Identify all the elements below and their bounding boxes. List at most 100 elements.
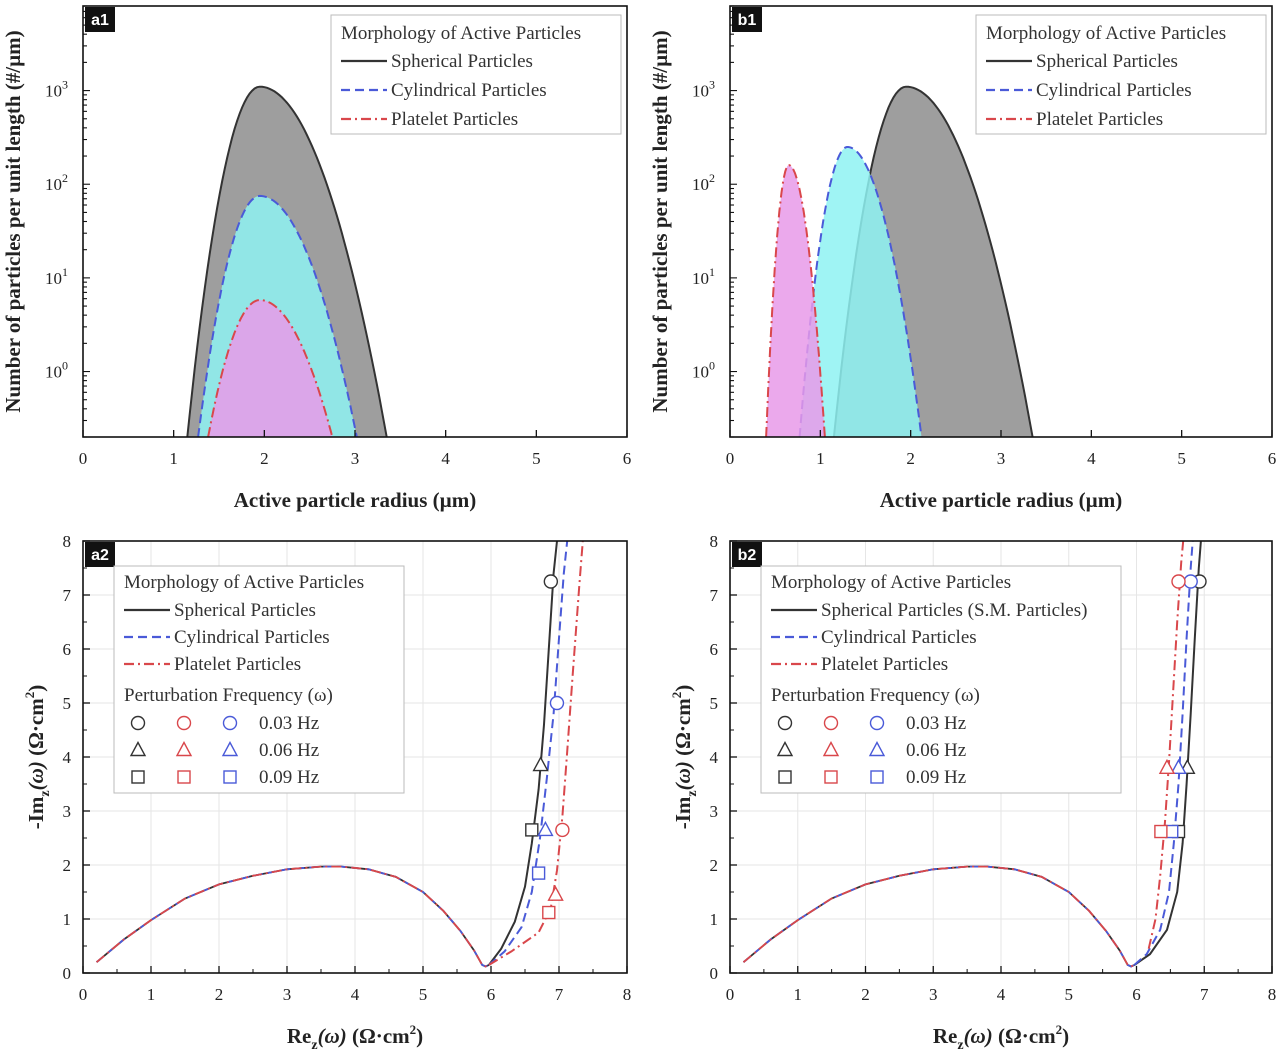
legend-label-spherical: Spherical Particles <box>174 600 316 621</box>
series-area-platelet <box>766 165 825 437</box>
legend-marker-cylindrical-triangle <box>868 741 886 757</box>
x-axis-label: Active particle radius (µm) <box>234 488 476 512</box>
legend-label-cylindrical: Cylindrical Particles <box>391 80 547 101</box>
x-tick-label: 4 <box>997 985 1006 1004</box>
legend-marker-cylindrical-square <box>870 770 884 784</box>
x-tick-label: 1 <box>147 985 156 1004</box>
point-spherical-triangle <box>532 756 549 772</box>
y-tick-label: 100 <box>45 359 68 382</box>
y-tick-label: 101 <box>692 265 715 288</box>
legend-marker-spherical-square <box>778 770 792 784</box>
point-cylindrical-triangle <box>1170 758 1187 774</box>
legend: Morphology of Active Particles Spherical … <box>760 565 1122 794</box>
y-tick-label: 3 <box>710 802 719 821</box>
y-tick-label: 5 <box>63 694 72 713</box>
panel-badge <box>732 7 762 32</box>
x-tick-label: 5 <box>532 449 541 468</box>
legend-marker-platelet-triangle <box>822 741 840 757</box>
y-tick-label: 5 <box>710 694 719 713</box>
plot-area <box>742 541 1207 968</box>
series-line-cylindrical <box>798 146 923 438</box>
legend-label-platelet: Platelet Particles <box>1036 109 1163 130</box>
x-tick-label: 3 <box>351 449 360 468</box>
series-area-cylindrical <box>799 147 922 437</box>
point-spherical-square <box>525 823 539 837</box>
legend-box <box>330 14 622 135</box>
y-tick-label: 2 <box>63 856 72 875</box>
x-tick-label: 4 <box>351 985 360 1004</box>
series-line-platelet <box>207 299 334 438</box>
x-tick-label: 5 <box>419 985 428 1004</box>
y-axis-label: Number of particles per unit length (#/µ… <box>1 30 25 412</box>
x-tick-label: 6 <box>1268 449 1277 468</box>
legend: Morphology of Active Particles Spherical … <box>975 14 1267 135</box>
x-tick-label: 3 <box>929 985 938 1004</box>
x-tick-label: 7 <box>1200 985 1209 1004</box>
legend-box <box>975 14 1267 135</box>
y-tick-label: 102 <box>45 171 68 194</box>
x-tick-label: 6 <box>1132 985 1141 1004</box>
x-tick-label: 7 <box>555 985 564 1004</box>
x-tick-label: 0 <box>726 985 735 1004</box>
y-tick-label: 3 <box>63 802 72 821</box>
y-axis-label: Number of particles per unit length (#/µ… <box>648 30 672 412</box>
x-tick-label: 6 <box>487 985 496 1004</box>
y-tick-label: 1 <box>63 910 72 929</box>
legend-label-platelet: Platelet Particles <box>174 654 301 675</box>
legend-marker-platelet-square <box>824 770 838 784</box>
series-line-cylindrical <box>197 194 358 438</box>
legend-label-platelet: Platelet Particles <box>821 654 948 675</box>
legend-box <box>113 565 405 794</box>
legend-label-cylindrical: Cylindrical Particles <box>821 627 977 648</box>
series-tail-spherical <box>1133 541 1202 966</box>
x-tick-label: 4 <box>1087 449 1096 468</box>
y-tick-label: 0 <box>710 964 719 983</box>
legend-marker-platelet-circle <box>823 715 839 731</box>
series-arc-platelet <box>742 865 1135 968</box>
y-tick-label: 102 <box>692 171 715 194</box>
x-tick-label: 2 <box>906 449 915 468</box>
series-tail-cylindrical <box>488 541 569 966</box>
x-axis-label: Active particle radius (µm) <box>880 488 1122 512</box>
panel-b1-chart: 0 1 2 3 4 5 6 100 101 102 103 b1 Morphology of Activ… <box>648 5 1277 512</box>
y-tick-label: 100 <box>692 359 715 382</box>
y-tick-label: 7 <box>63 586 72 605</box>
panel-a1-chart: 0 1 2 3 4 5 6 100 101 102 103 a1 Morphology of Activ… <box>1 5 632 512</box>
legend-label-spherical: Spherical Particles <box>1036 51 1178 72</box>
point-platelet-triangle <box>1158 758 1176 774</box>
panel-badge <box>85 7 115 32</box>
legend-freq-label: 0.09 Hz <box>906 767 966 788</box>
series-tail-platelet <box>488 541 584 966</box>
x-tick-label: 2 <box>861 985 870 1004</box>
legend-label-cylindrical: Cylindrical Particles <box>1036 80 1192 101</box>
x-tick-label: 6 <box>623 449 632 468</box>
y-tick-label: 7 <box>710 586 719 605</box>
point-platelet-circle <box>555 822 570 838</box>
y-tick-label: 8 <box>710 532 719 551</box>
x-axis-label: Rez(ω) (Ω·cm2) <box>933 1022 1069 1053</box>
legend-marker-platelet-square <box>177 770 191 784</box>
y-tick-label: 0 <box>63 964 72 983</box>
legend-title: Morphology of Active Particles <box>341 23 581 44</box>
x-tick-label: 3 <box>283 985 292 1004</box>
point-platelet-triangle <box>547 885 564 901</box>
legend-freq-title: Perturbation Frequency (ω) <box>124 685 333 706</box>
x-tick-label: 2 <box>215 985 224 1004</box>
legend-title: Morphology of Active Particles <box>771 572 1011 593</box>
legend-title: Morphology of Active Particles <box>124 572 364 593</box>
y-tick-label: 2 <box>710 856 719 875</box>
legend-marker-spherical-circle <box>777 715 793 731</box>
series-line-spherical <box>186 85 388 438</box>
series-tail-spherical <box>488 541 558 966</box>
legend-marker-platelet-circle <box>176 715 192 731</box>
legend-label-spherical: Spherical Particles (S.M. Particles) <box>821 600 1087 621</box>
x-tick-label: 0 <box>726 449 735 468</box>
panel-badge-label: a2 <box>91 547 109 564</box>
x-tick-label: 3 <box>997 449 1006 468</box>
y-tick-label: 101 <box>45 265 68 288</box>
y-tick-label: 103 <box>692 78 715 101</box>
panel-badge-label: a1 <box>91 12 109 29</box>
series-arc-platelet <box>96 865 490 968</box>
